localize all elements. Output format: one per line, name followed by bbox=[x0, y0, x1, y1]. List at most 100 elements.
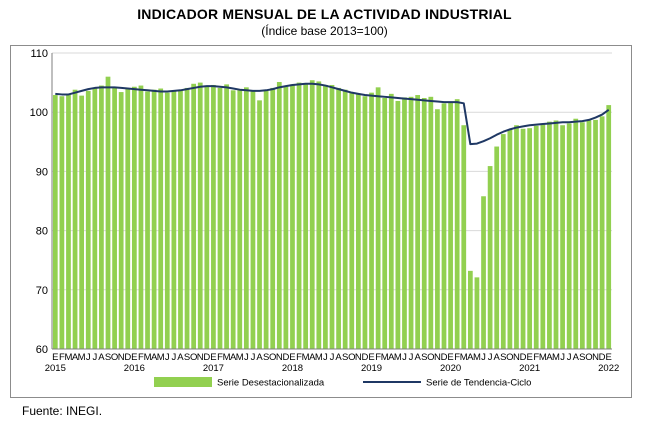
x-tick-month: J bbox=[330, 352, 335, 363]
x-tick-month: O bbox=[269, 352, 276, 363]
x-tick-year: 2015 bbox=[45, 363, 66, 374]
x-tick-month: F bbox=[296, 352, 302, 363]
bar bbox=[230, 90, 236, 349]
x-tick-month: M bbox=[144, 352, 152, 363]
x-tick-month: D bbox=[124, 352, 131, 363]
bar bbox=[59, 96, 65, 349]
x-tick-month: D bbox=[282, 352, 289, 363]
x-tick-month: J bbox=[567, 352, 572, 363]
x-tick-month: E bbox=[210, 352, 216, 363]
bar bbox=[415, 95, 421, 349]
x-tick-month: J bbox=[92, 352, 97, 363]
bar bbox=[461, 125, 467, 349]
bar bbox=[66, 94, 71, 349]
chart-title: INDICADOR MENSUAL DE LA ACTIVIDAD INDUST… bbox=[137, 6, 512, 22]
bar bbox=[454, 99, 460, 349]
x-tick-month: F bbox=[138, 352, 144, 363]
bar bbox=[131, 86, 137, 349]
x-tick-month: F bbox=[217, 352, 223, 363]
bar bbox=[178, 89, 183, 350]
x-tick-month: D bbox=[362, 352, 369, 363]
x-tick-month: A bbox=[177, 352, 184, 363]
bar bbox=[257, 100, 262, 349]
bar bbox=[520, 128, 526, 349]
x-tick-month: N bbox=[355, 352, 362, 363]
bar bbox=[138, 85, 144, 349]
x-tick-month: A bbox=[309, 352, 316, 363]
x-tick-month: J bbox=[488, 352, 493, 363]
bar bbox=[342, 89, 348, 350]
bar bbox=[118, 92, 124, 350]
legend-label-trend: Serie de Tendencia-Ciclo bbox=[426, 378, 531, 389]
x-tick-month: S bbox=[105, 352, 111, 363]
x-tick-month: M bbox=[315, 352, 323, 363]
x-tick-month: A bbox=[151, 352, 158, 363]
x-tick-month: S bbox=[579, 352, 585, 363]
bar bbox=[435, 109, 440, 349]
x-tick-month: A bbox=[256, 352, 263, 363]
bar bbox=[421, 97, 427, 349]
x-tick-month: A bbox=[230, 352, 237, 363]
x-tick-month: M bbox=[65, 352, 73, 363]
bar bbox=[263, 90, 269, 349]
bar bbox=[316, 81, 322, 349]
chart-frame: 60 70 80 90 100 110 E F M A M J J A S O N D E F M A M J J A S O N D E F… bbox=[10, 45, 632, 398]
bar bbox=[197, 82, 203, 349]
bar bbox=[474, 277, 480, 349]
x-tick-year: 2016 bbox=[124, 363, 145, 374]
bar bbox=[99, 85, 104, 349]
x-tick-month: E bbox=[447, 352, 453, 363]
x-tick-month: J bbox=[402, 352, 407, 363]
bar bbox=[171, 91, 177, 350]
bar bbox=[547, 121, 552, 349]
x-tick-month: F bbox=[454, 352, 460, 363]
bar bbox=[606, 105, 612, 349]
bar bbox=[566, 123, 572, 349]
bar bbox=[329, 84, 335, 349]
bar bbox=[533, 125, 539, 349]
x-tick-month: A bbox=[573, 352, 580, 363]
x-tick-month: E bbox=[606, 352, 612, 363]
legend-swatch-bars bbox=[154, 377, 212, 387]
x-tick-month: A bbox=[72, 352, 79, 363]
bar bbox=[164, 92, 170, 349]
x-tick-month: O bbox=[585, 352, 592, 363]
x-tick-month: N bbox=[118, 352, 125, 363]
x-tick-month: M bbox=[78, 352, 86, 363]
bar bbox=[105, 76, 111, 350]
x-tick-year: 2022 bbox=[598, 363, 619, 374]
x-tick-month: A bbox=[335, 352, 342, 363]
bar bbox=[303, 83, 309, 349]
x-tick-month: J bbox=[244, 352, 249, 363]
x-tick-month: J bbox=[323, 352, 328, 363]
bar bbox=[296, 82, 302, 349]
bar bbox=[487, 166, 493, 349]
y-tick-label: 60 bbox=[36, 344, 48, 356]
bar bbox=[323, 84, 328, 349]
x-tick-year: 2017 bbox=[203, 363, 224, 374]
bar bbox=[52, 95, 58, 349]
bar bbox=[276, 82, 282, 349]
x-tick-month: M bbox=[473, 352, 481, 363]
x-tick-month: A bbox=[467, 352, 474, 363]
bar bbox=[158, 88, 164, 349]
bar bbox=[362, 96, 368, 349]
bar bbox=[79, 95, 85, 350]
y-tick-label: 100 bbox=[30, 107, 48, 119]
x-tick-month: S bbox=[421, 352, 427, 363]
bar bbox=[309, 80, 315, 349]
x-tick-month: N bbox=[276, 352, 283, 363]
bar bbox=[355, 93, 361, 350]
bar bbox=[599, 116, 605, 350]
x-tick-year: 2019 bbox=[361, 363, 382, 374]
bar bbox=[250, 90, 256, 349]
x-tick-month: S bbox=[263, 352, 269, 363]
legend-label-bars: Serie Desestacionalizada bbox=[217, 378, 325, 389]
x-tick-month: O bbox=[427, 352, 434, 363]
trend-line bbox=[55, 82, 610, 146]
bar bbox=[428, 96, 434, 349]
x-tick-month: E bbox=[131, 352, 137, 363]
x-tick-year: 2021 bbox=[519, 363, 540, 374]
x-tick-month: E bbox=[368, 352, 374, 363]
